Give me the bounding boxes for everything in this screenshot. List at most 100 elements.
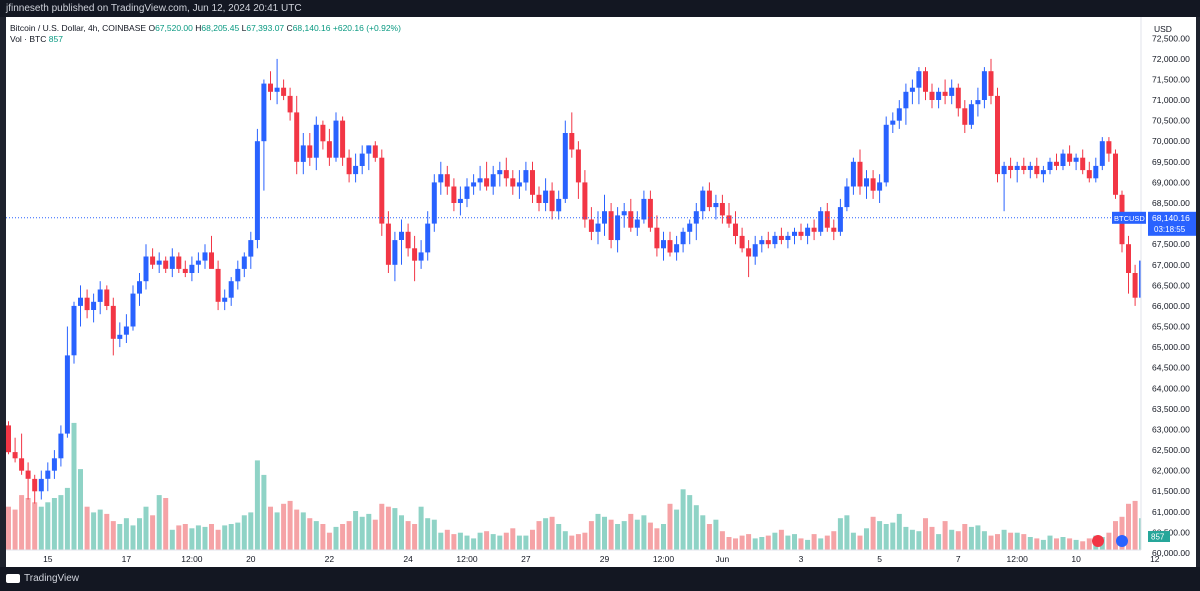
- candle: [195, 252, 201, 273]
- volume-bar: [1113, 521, 1118, 550]
- chart-panel[interactable]: USD 60,000.00 60,500.00 61,000.00 61,500.00 6…: [6, 17, 1196, 567]
- candle-body: [228, 281, 234, 298]
- candle: [104, 285, 110, 311]
- x-tick-label: 22: [325, 554, 335, 564]
- candle-body: [759, 240, 765, 245]
- candle: [326, 128, 332, 166]
- y-tick-label: 60,000.00: [1152, 548, 1190, 558]
- volume-bar: [995, 534, 1000, 550]
- candle: [942, 79, 948, 105]
- volume-bar: [71, 422, 77, 550]
- flag-icon[interactable]: [1116, 535, 1128, 547]
- candle: [975, 87, 981, 117]
- candle: [19, 433, 25, 475]
- volume-bar: [477, 532, 483, 550]
- candle: [274, 58, 280, 105]
- candle: [818, 207, 824, 236]
- low-label: L: [241, 23, 247, 33]
- volume-bar: [883, 524, 889, 550]
- candle: [929, 83, 935, 109]
- candle-body: [824, 211, 830, 228]
- x-tick-label: 7: [956, 554, 961, 564]
- candle-body: [562, 133, 568, 199]
- volume-bar: [647, 522, 653, 550]
- candle: [241, 252, 247, 278]
- volume-bar: [792, 534, 797, 550]
- candle: [733, 211, 738, 245]
- candle-body: [661, 240, 666, 249]
- candle-body: [1040, 170, 1046, 175]
- tradingview-logo[interactable]: TradingView: [6, 573, 79, 584]
- candle-body: [333, 120, 339, 158]
- candle-body: [189, 264, 195, 273]
- candle: [320, 120, 326, 150]
- candle-body: [1086, 170, 1092, 179]
- volume-bar: [490, 534, 496, 550]
- candle: [1093, 157, 1099, 183]
- volume-bar: [333, 526, 339, 550]
- candle-body: [425, 223, 431, 253]
- volume-bar: [91, 512, 97, 550]
- volume-bar: [1008, 532, 1014, 550]
- volume-bar: [831, 531, 837, 550]
- time-axis[interactable]: 15 17 12:00 20 22 24 12:00 27 29 12:00 Jun 3 5 7 12:00…: [6, 549, 1196, 564]
- volume-bar: [916, 531, 922, 550]
- candle-body: [949, 87, 955, 96]
- candle: [562, 120, 568, 203]
- candle-body: [831, 227, 837, 232]
- candle: [261, 79, 267, 191]
- volume-bar: [628, 513, 634, 550]
- x-tick-label: 5: [877, 554, 882, 564]
- volume-bar: [215, 529, 221, 550]
- volume-bar: [654, 528, 660, 550]
- candle-body: [78, 297, 83, 306]
- candle-body: [549, 190, 555, 212]
- candle: [12, 437, 18, 463]
- candle: [680, 227, 686, 253]
- volume-bar: [588, 521, 594, 550]
- candle: [739, 227, 745, 253]
- candle: [353, 153, 359, 183]
- candle: [988, 58, 994, 105]
- candle-body: [209, 252, 214, 269]
- volume-bar: [837, 518, 843, 550]
- volume-layer: [6, 422, 1184, 550]
- candle: [1001, 161, 1007, 212]
- event-icon[interactable]: [1092, 535, 1104, 547]
- candle: [1060, 149, 1066, 171]
- volume-bar: [1047, 535, 1053, 550]
- candle: [968, 100, 974, 129]
- candle-body: [687, 223, 693, 232]
- candle-body: [71, 305, 77, 356]
- volume-bar: [706, 524, 712, 550]
- y-tick-label: 67,500.00: [1152, 239, 1190, 249]
- volume-bar: [1119, 516, 1125, 550]
- volume-bar: [412, 524, 418, 550]
- volume-bar: [1067, 538, 1073, 550]
- candle-body: [962, 108, 968, 125]
- candle-body: [746, 248, 752, 257]
- x-tick-label: 12:00: [181, 554, 203, 564]
- candle: [778, 227, 784, 245]
- candle-body: [143, 256, 149, 282]
- candle-body: [137, 281, 142, 294]
- volume-bar: [942, 521, 948, 550]
- candle: [798, 223, 804, 241]
- volume-bar: [497, 535, 503, 550]
- volume-bar: [962, 524, 968, 550]
- candle-body: [379, 157, 385, 224]
- candle: [503, 157, 509, 187]
- candle-body: [680, 231, 686, 245]
- candle-body: [811, 227, 817, 232]
- candlestick-chart[interactable]: USD 60,000.00 60,500.00 61,000.00 61,500.00 6…: [6, 17, 1196, 567]
- candle-body: [307, 145, 313, 158]
- volume-bar: [340, 524, 346, 550]
- volume-bar: [163, 498, 169, 550]
- volume-bar: [254, 460, 260, 550]
- y-tick-label: 69,000.00: [1152, 177, 1190, 187]
- volume-bar: [274, 512, 280, 550]
- volume-bar: [294, 509, 300, 550]
- candle-body: [451, 186, 457, 203]
- candle: [71, 301, 77, 364]
- symbol-tag: BTCUSD: [1114, 214, 1145, 223]
